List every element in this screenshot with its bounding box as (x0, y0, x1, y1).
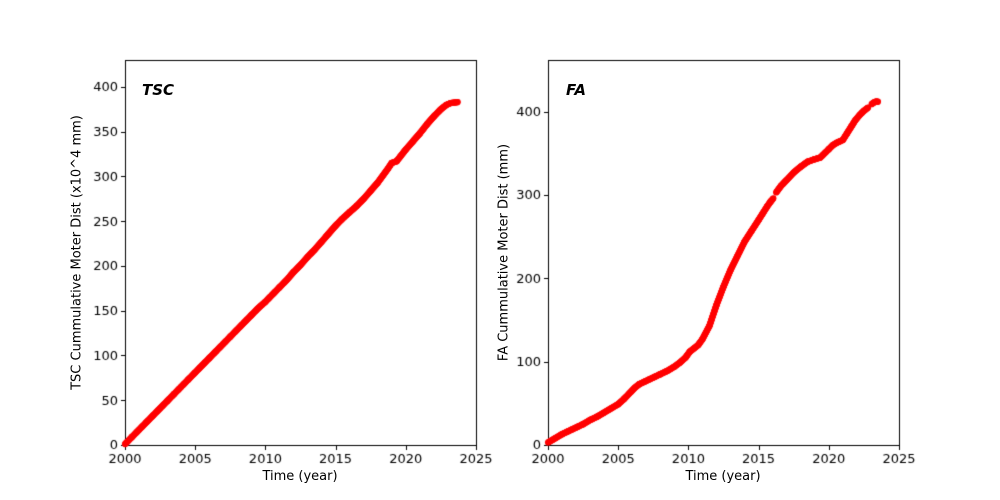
fa-x-axis-label: Time (year) (685, 469, 761, 484)
fa-panel-title: FA (566, 81, 586, 99)
fa-y-axis-label: FA Cummulative Moter Dist (mm) (496, 143, 512, 362)
tsc-panel-title: TSC (142, 81, 175, 99)
tsc-y-axis-label: TSC Cummulative Moter Dist (x10^4 mm) (69, 115, 85, 390)
tsc-x-axis-label: Time (year) (262, 469, 338, 484)
